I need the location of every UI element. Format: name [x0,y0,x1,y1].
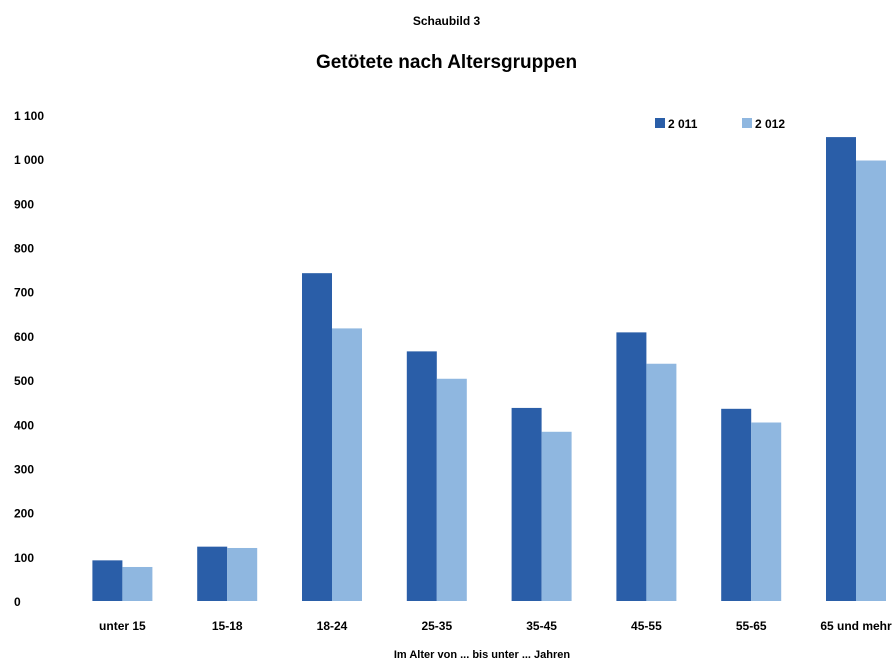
x-tick-label: 18-24 [317,619,348,633]
y-tick-label: 0 [14,595,21,609]
bar-2011 [406,351,437,601]
x-tick-label: unter 15 [99,619,146,633]
x-tick-label: 45-55 [631,619,662,633]
y-tick-label: 900 [14,197,34,211]
legend-label: 2 011 [668,117,698,131]
bar-2011 [826,137,856,601]
bar-2011 [511,407,542,601]
bar-2012 [541,431,572,601]
y-tick-label: 600 [14,330,34,344]
x-axis-ticks: unter 15 15-18 18-24 25-35 35-45 45-55 55-65 65… [99,619,892,633]
y-tick-label: 700 [14,286,34,300]
y-axis-ticks: 0 100 200 300 400 500 600 700 800 900 1 000 1 100 [14,109,44,609]
legend-label: 2 012 [755,117,785,131]
x-tick-label: 25-35 [421,619,452,633]
bar-2011 [92,560,123,601]
bar-2011 [721,408,752,601]
legend-swatch [655,118,665,128]
bar-2011 [616,332,647,601]
bar-2012 [227,547,258,601]
x-tick-label: 65 und mehr [820,619,892,633]
y-tick-label: 300 [14,462,34,476]
y-tick-label: 500 [14,374,34,388]
bar-2011 [197,546,228,601]
chart-title: Getötete nach Altersgruppen [315,52,578,73]
y-tick-label: 100 [14,551,34,565]
bar-2012 [751,422,782,601]
bar-2012 [436,378,467,601]
bar-2011 [302,273,332,601]
bar-2012 [646,363,677,601]
y-tick-label: 400 [14,418,34,432]
x-tick-label: 35-45 [526,619,557,633]
legend-swatch [742,118,752,128]
x-tick-label: 15-18 [212,619,243,633]
bar-2012 [122,566,153,601]
figure-number: Schaubild 3 [412,14,481,28]
x-tick-label: 55-65 [736,619,767,633]
y-tick-label: 800 [14,242,34,256]
y-tick-label: 1 000 [14,153,44,167]
bar-2012 [332,328,362,601]
legend: 2 011 2 012 [655,117,785,131]
x-axis-label: Im Alter von ... bis unter ... Jahren [394,649,571,661]
bars [92,137,886,602]
bar-2012 [856,160,886,602]
y-tick-label: 1 100 [14,109,44,123]
y-tick-label: 200 [14,507,34,521]
